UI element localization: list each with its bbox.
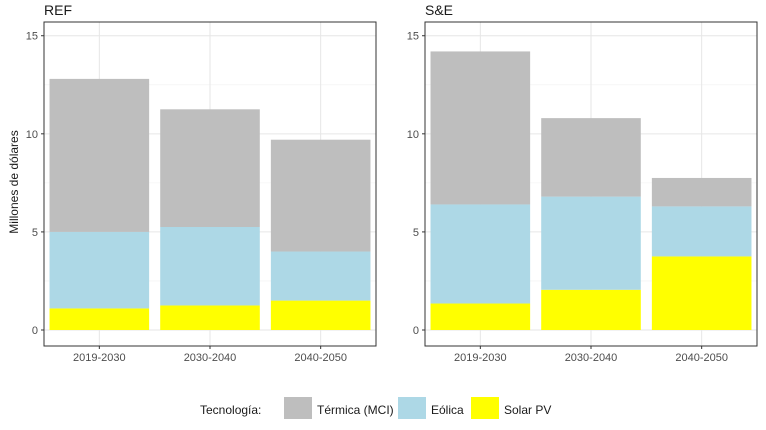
legend-label-eolica: Eólica xyxy=(431,403,464,417)
panel-border xyxy=(43,21,377,347)
y-tick-label: 0 xyxy=(32,325,38,337)
bar-segment xyxy=(651,256,752,330)
legend: Tecnología: Térmica (MCI) Eólica Solar P… xyxy=(200,397,551,419)
legend-key-solar xyxy=(471,397,499,419)
bar-segment xyxy=(270,251,371,301)
x-tick-label: 2040-2050 xyxy=(675,352,728,364)
bar-segment xyxy=(430,51,531,205)
bar-segment xyxy=(160,305,260,330)
bar-segment xyxy=(541,289,641,330)
bar-segment xyxy=(49,78,150,232)
bar-segment xyxy=(651,206,752,257)
bar-segment xyxy=(541,196,641,290)
panel-1: REF 0 5 10 15 2019-2030 2030-2040 2040-2050 xyxy=(26,2,377,364)
panel-border xyxy=(424,21,758,347)
panel-title: REF xyxy=(44,2,72,18)
legend-label-solar: Solar PV xyxy=(504,403,551,417)
y-axis-label: Millones de dólares xyxy=(7,130,21,233)
bar-segment xyxy=(541,118,641,197)
y-tick-label: 0 xyxy=(413,325,419,337)
y-tick-label: 10 xyxy=(26,129,38,141)
bar-segment xyxy=(651,177,752,207)
y-tick-label: 5 xyxy=(32,227,38,239)
x-tick-label: 2019-2030 xyxy=(73,352,126,364)
legend-label-termica: Térmica (MCI) xyxy=(317,403,394,417)
x-tick-label: 2040-2050 xyxy=(294,352,347,364)
x-tick-label: 2019-2030 xyxy=(454,352,507,364)
legend-key-termica xyxy=(284,397,312,419)
y-tick-label: 15 xyxy=(407,31,419,43)
bar-segment xyxy=(49,308,150,330)
x-tick-label: 2030-2040 xyxy=(565,352,618,364)
y-tick-label: 10 xyxy=(407,129,419,141)
bar-segment xyxy=(270,139,371,252)
legend-title: Tecnología: xyxy=(200,403,261,417)
panel-title: S&E xyxy=(425,2,453,18)
bar-segment xyxy=(430,204,531,304)
y-tick-label: 15 xyxy=(26,31,38,43)
x-tick-label: 2030-2040 xyxy=(184,352,237,364)
panel-2: S&E 0 5 10 15 2019-2030 2030-2040 2040-2050 xyxy=(407,2,758,364)
bar-segment xyxy=(270,300,371,330)
y-tick-label: 5 xyxy=(413,227,419,239)
legend-key-eolica xyxy=(398,397,426,419)
bar-segment xyxy=(160,227,260,306)
bar-segment xyxy=(160,109,260,228)
bar-segment xyxy=(430,303,531,330)
bar-segment xyxy=(49,231,150,309)
